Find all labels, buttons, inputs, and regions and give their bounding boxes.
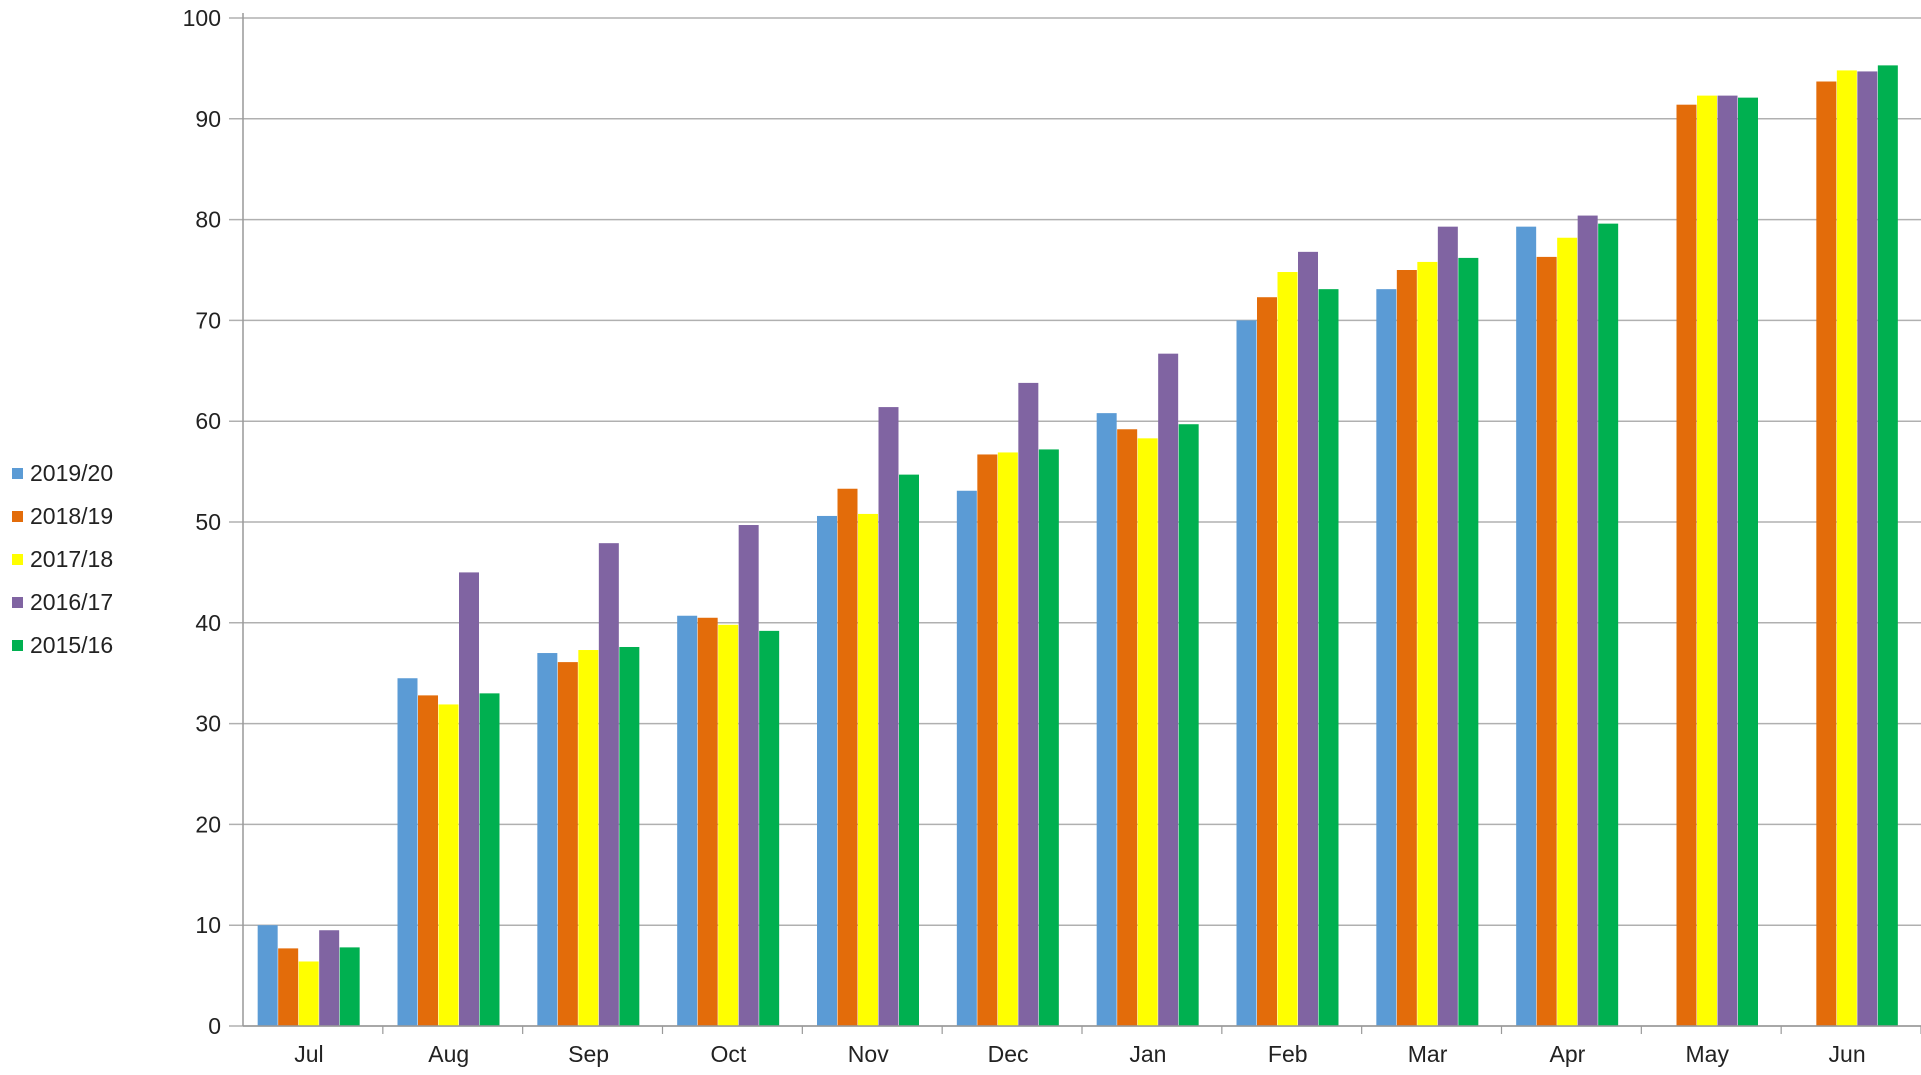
bar — [1458, 257, 1479, 1026]
bar — [1516, 226, 1537, 1026]
bar — [278, 948, 299, 1026]
bar — [1697, 95, 1717, 1027]
bar — [1117, 429, 1138, 1026]
legend-label: 2017/18 — [30, 546, 114, 572]
bar — [298, 961, 319, 1026]
x-tick-label: Jun — [1829, 1041, 1866, 1067]
bar — [1396, 270, 1417, 1026]
x-tick-label: Feb — [1268, 1041, 1308, 1067]
y-tick-label: 100 — [183, 5, 221, 31]
y-tick-label: 50 — [195, 509, 221, 535]
bar — [1717, 95, 1738, 1027]
bar — [1577, 215, 1598, 1026]
bar — [1676, 104, 1697, 1027]
legend-item-2017-18: 2017/18 — [12, 538, 113, 581]
bar — [759, 630, 780, 1026]
bar — [1137, 438, 1158, 1026]
x-tick-label: Jul — [294, 1041, 323, 1067]
y-tick-label: 90 — [195, 106, 221, 132]
bar — [1096, 413, 1117, 1026]
bar — [899, 474, 919, 1026]
bar — [878, 407, 899, 1026]
bar — [1277, 272, 1298, 1026]
bar — [956, 490, 977, 1026]
bar — [1018, 382, 1039, 1026]
bar — [1236, 320, 1257, 1026]
y-tick-label: 70 — [195, 307, 221, 333]
bar — [1836, 70, 1857, 1026]
bar — [537, 653, 558, 1026]
bar — [257, 925, 278, 1026]
bar — [339, 947, 360, 1026]
bar — [619, 646, 640, 1026]
legend-swatch — [12, 597, 23, 608]
legend-swatch — [12, 511, 23, 522]
bar — [1437, 226, 1458, 1026]
x-tick-label: Aug — [428, 1041, 469, 1067]
bar — [397, 678, 418, 1026]
bar — [1557, 237, 1578, 1026]
bar — [997, 452, 1018, 1026]
legend-label: 2016/17 — [30, 589, 114, 615]
legend-swatch — [12, 468, 23, 479]
x-tick-label: Jan — [1129, 1041, 1166, 1067]
x-tick-label: Oct — [711, 1041, 747, 1067]
bar — [1417, 261, 1438, 1026]
bar — [319, 930, 340, 1026]
bar — [1738, 97, 1758, 1026]
bar — [1298, 251, 1318, 1026]
legend-label: 2015/16 — [30, 632, 114, 658]
legend-item-2015-16: 2015/16 — [12, 624, 113, 667]
legend-item-2018-19: 2018/19 — [12, 495, 113, 538]
legend-label: 2018/19 — [30, 503, 114, 529]
legend-label: 2019/20 — [30, 460, 114, 486]
bar — [1257, 297, 1277, 1026]
bar — [578, 650, 599, 1026]
y-tick-label: 30 — [195, 711, 221, 737]
bar — [1536, 256, 1557, 1026]
bar — [1816, 81, 1837, 1026]
x-tick-label: Dec — [988, 1041, 1029, 1067]
bar — [977, 454, 998, 1026]
bar — [1178, 424, 1199, 1026]
bar — [817, 515, 837, 1026]
bar — [1857, 71, 1878, 1026]
y-tick-label: 20 — [195, 811, 221, 837]
legend-swatch — [12, 554, 23, 565]
y-tick-label: 80 — [195, 207, 221, 233]
bar — [738, 525, 759, 1026]
bar — [418, 695, 438, 1026]
bar — [459, 572, 479, 1026]
bar — [1318, 289, 1339, 1027]
bar — [598, 543, 619, 1026]
bar — [438, 704, 459, 1026]
bar — [1877, 65, 1898, 1027]
bar — [837, 488, 858, 1027]
bar — [697, 617, 718, 1026]
x-tick-label: Sep — [568, 1041, 609, 1067]
legend-swatch — [12, 640, 23, 651]
y-tick-label: 0 — [208, 1013, 221, 1039]
bar — [557, 662, 578, 1026]
bar — [479, 693, 500, 1026]
y-tick-label: 40 — [195, 610, 221, 636]
legend: 2019/20 2018/19 2017/18 2016/17 2015/16 — [12, 452, 113, 667]
bar — [858, 513, 878, 1026]
y-tick-label: 10 — [195, 912, 221, 938]
bar — [1038, 449, 1059, 1026]
x-tick-label: Mar — [1408, 1041, 1448, 1067]
bar — [1376, 289, 1397, 1027]
bar — [677, 615, 698, 1026]
x-tick-label: Apr — [1550, 1041, 1586, 1067]
bar — [718, 624, 739, 1026]
legend-item-2016-17: 2016/17 — [12, 581, 113, 624]
x-tick-label: May — [1686, 1041, 1730, 1067]
legend-item-2019-20: 2019/20 — [12, 452, 113, 495]
x-tick-label: Nov — [848, 1041, 889, 1067]
y-tick-label: 60 — [195, 408, 221, 434]
bar — [1158, 353, 1179, 1026]
bar — [1598, 223, 1619, 1026]
